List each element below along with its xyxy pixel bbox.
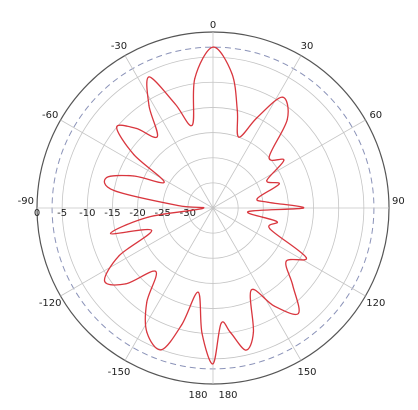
data-point bbox=[106, 176, 108, 179]
data-point bbox=[125, 283, 127, 285]
data-point bbox=[177, 204, 179, 207]
data-point bbox=[197, 291, 199, 293]
data-point bbox=[135, 127, 137, 130]
angle-tick-label: -90 bbox=[18, 196, 34, 207]
angle-tick-label: 0 bbox=[210, 20, 216, 31]
series-layer bbox=[103, 46, 307, 365]
data-point bbox=[273, 305, 275, 307]
data-point bbox=[212, 363, 214, 365]
data-point bbox=[155, 270, 157, 273]
radial-tick-label: -10 bbox=[79, 208, 95, 219]
angle-tick-label: -30 bbox=[111, 41, 127, 52]
data-point bbox=[231, 72, 233, 75]
data-point bbox=[297, 312, 300, 315]
grid-spoke bbox=[60, 119, 214, 209]
data-point bbox=[148, 105, 150, 107]
angle-tick-label: 150 bbox=[297, 367, 316, 378]
data-point bbox=[133, 153, 135, 156]
data-point bbox=[201, 332, 203, 334]
data-point bbox=[229, 331, 232, 334]
data-point bbox=[147, 216, 149, 218]
data-point bbox=[256, 197, 258, 200]
data-point bbox=[245, 349, 247, 351]
grid-spoke bbox=[124, 55, 214, 209]
data-point bbox=[181, 323, 183, 326]
radial-tick-label: -25 bbox=[155, 208, 171, 219]
data-point bbox=[156, 136, 158, 138]
grid-spoke bbox=[212, 55, 302, 209]
grid-spoke bbox=[212, 119, 366, 209]
angle-tick-label: 60 bbox=[369, 110, 382, 121]
data-point bbox=[116, 126, 118, 128]
data-point bbox=[150, 229, 153, 231]
data-point bbox=[305, 256, 307, 259]
data-point bbox=[268, 156, 270, 159]
data-point bbox=[163, 181, 165, 183]
grid-spoke bbox=[212, 207, 302, 361]
radial-tick-label: -30 bbox=[180, 208, 196, 219]
data-point bbox=[256, 117, 258, 119]
data-point bbox=[212, 46, 214, 48]
radial-tick-label: -15 bbox=[104, 208, 120, 219]
data-point bbox=[148, 76, 150, 78]
data-point bbox=[276, 220, 278, 223]
data-point bbox=[146, 302, 148, 304]
grid-spoke bbox=[124, 207, 214, 361]
data-point bbox=[104, 280, 106, 282]
angle-tick-label: 180 bbox=[188, 390, 207, 401]
angle-tick-label: 30 bbox=[301, 41, 314, 52]
data-point bbox=[146, 331, 148, 333]
data-point bbox=[252, 331, 255, 333]
data-point bbox=[250, 289, 252, 291]
data-point bbox=[266, 180, 268, 182]
angle-tick-label: -150 bbox=[108, 367, 131, 378]
data-point bbox=[269, 228, 271, 230]
data-point bbox=[238, 136, 240, 138]
data-point bbox=[174, 103, 176, 105]
data-point bbox=[220, 322, 222, 324]
data-point bbox=[286, 118, 288, 121]
data-point bbox=[113, 189, 115, 192]
angle-tick-label: 120 bbox=[366, 298, 385, 309]
data-point bbox=[285, 260, 287, 262]
radial-tick-label: -5 bbox=[57, 208, 67, 219]
data-point bbox=[194, 77, 196, 80]
grid-spoke bbox=[212, 207, 366, 297]
radial-tick-label: -20 bbox=[129, 208, 145, 219]
grid-spoke bbox=[60, 207, 214, 297]
data-point bbox=[109, 232, 112, 235]
angle-tick-label: 90 bbox=[392, 196, 405, 207]
angle-tick-label: -120 bbox=[39, 298, 62, 309]
data-point bbox=[202, 207, 204, 209]
data-point bbox=[160, 349, 163, 351]
data-point bbox=[283, 159, 285, 161]
data-point bbox=[191, 124, 193, 126]
data-point bbox=[133, 175, 135, 177]
data-point bbox=[267, 201, 269, 203]
data-point bbox=[291, 284, 294, 286]
data-point bbox=[278, 183, 280, 185]
data-point bbox=[302, 207, 305, 209]
data-point bbox=[118, 255, 120, 257]
angle-tick-label: -60 bbox=[42, 110, 58, 121]
angle-tick-label: 180 bbox=[218, 390, 237, 401]
data-point bbox=[281, 96, 283, 98]
data-point bbox=[247, 211, 249, 213]
data-point bbox=[236, 109, 238, 112]
radial-tick-labels: 0 -5 -10 -15 -20 -25 -30 bbox=[34, 208, 196, 219]
radial-tick-label: 0 bbox=[34, 208, 40, 219]
